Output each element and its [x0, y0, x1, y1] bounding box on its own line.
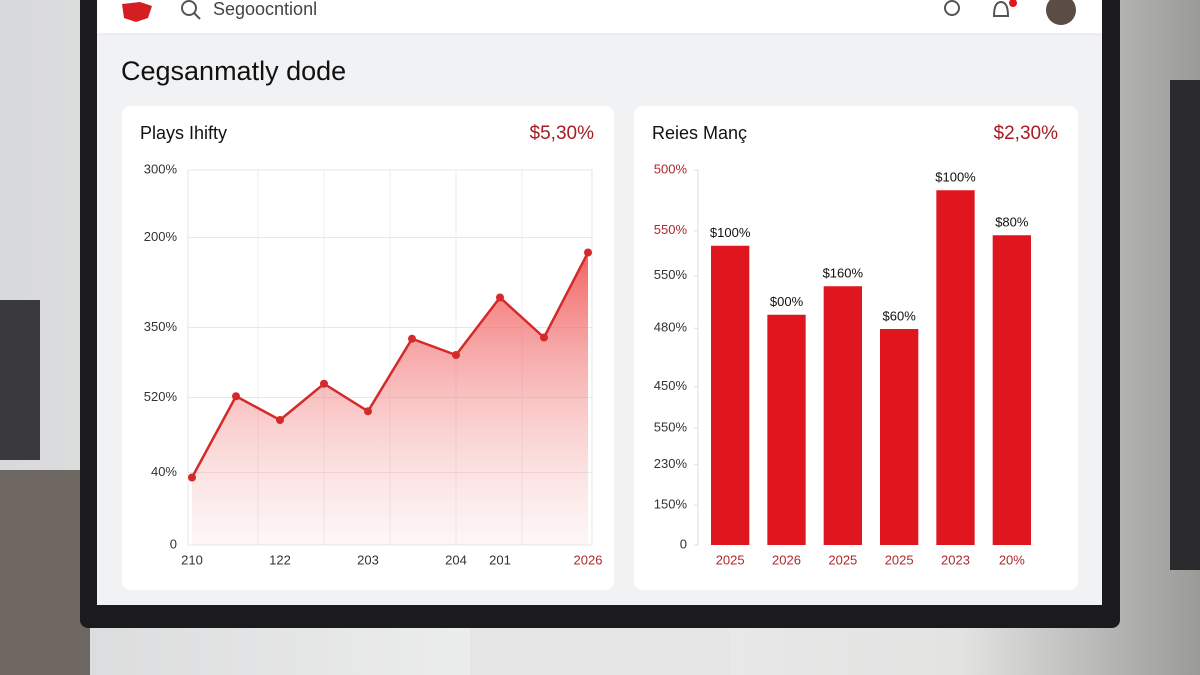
point [276, 416, 284, 424]
value-label: $100% [710, 225, 751, 240]
notification-icon[interactable] [992, 0, 1010, 17]
point [320, 379, 328, 388]
bar [880, 329, 919, 545]
x-tick-label: 20% [999, 552, 1025, 567]
y-tick-label: 230% [654, 456, 688, 471]
notification-badge [1009, 0, 1017, 7]
value-label: $80% [995, 215, 1029, 230]
bar [992, 235, 1031, 545]
background-object [0, 300, 40, 460]
x-tick-label: 2026 [574, 552, 603, 567]
value-label: $100% [935, 170, 976, 185]
x-tick-label: 210 [181, 552, 203, 567]
search-input[interactable]: Segoocntionl [213, 0, 317, 19]
value-label: $60% [883, 308, 917, 323]
card-title: Reies Manç [652, 123, 747, 143]
y-tick-label: 0 [170, 536, 177, 551]
y-tick-label: 200% [144, 229, 178, 244]
card-total: $5,30% [530, 123, 595, 144]
point [188, 473, 196, 482]
y-tick-label: 150% [654, 497, 688, 512]
point [540, 333, 548, 342]
card-title: Plays Ihifty [140, 123, 227, 143]
x-tick-label: 201 [489, 552, 511, 567]
y-tick-label: 500% [654, 161, 688, 176]
point [408, 334, 416, 343]
bar [936, 190, 975, 545]
y-tick-label: 350% [144, 319, 178, 334]
y-tick-label: 300% [144, 161, 178, 176]
x-tick-label: 122 [269, 552, 291, 567]
y-tick-label: 550% [654, 222, 688, 237]
x-tick-label: 2026 [772, 552, 801, 567]
y-tick-label: 520% [144, 389, 178, 404]
x-tick-label: 204 [445, 552, 467, 567]
point [452, 351, 460, 359]
point [584, 248, 592, 257]
y-tick-label: 0 [680, 536, 687, 551]
y-tick-label: 480% [654, 320, 688, 335]
x-tick-label: 2023 [941, 552, 970, 567]
line [190, 251, 590, 479]
desk [0, 470, 90, 675]
search-button[interactable] [944, 0, 960, 16]
y-tick-label: 40% [151, 464, 177, 479]
card-total: $2,30% [994, 123, 1059, 144]
point [496, 293, 504, 302]
avatar[interactable] [1046, 0, 1076, 25]
bar [767, 314, 806, 545]
value-label: $00% [770, 294, 804, 309]
bar [711, 245, 750, 545]
logo [122, 2, 152, 22]
y-tick-label: 550% [654, 419, 688, 434]
y-tick-label: 450% [654, 378, 688, 393]
point [364, 407, 372, 416]
page-title: Cegsanmatly dode [121, 56, 346, 86]
x-tick-label: 2025 [885, 552, 914, 567]
top-bar [97, 0, 1102, 34]
monitor-stand [470, 625, 730, 675]
x-tick-label: 203 [357, 552, 379, 567]
search-icon[interactable] [181, 0, 197, 16]
area [192, 252, 588, 545]
bar [823, 286, 862, 545]
point [232, 392, 240, 401]
value-label: $160% [823, 266, 864, 281]
y-tick-label: 550% [654, 267, 688, 282]
x-tick-label: 2025 [716, 552, 745, 567]
search-icon [193, 12, 201, 20]
background-object [1170, 80, 1200, 570]
x-tick-label: 2025 [828, 552, 857, 567]
